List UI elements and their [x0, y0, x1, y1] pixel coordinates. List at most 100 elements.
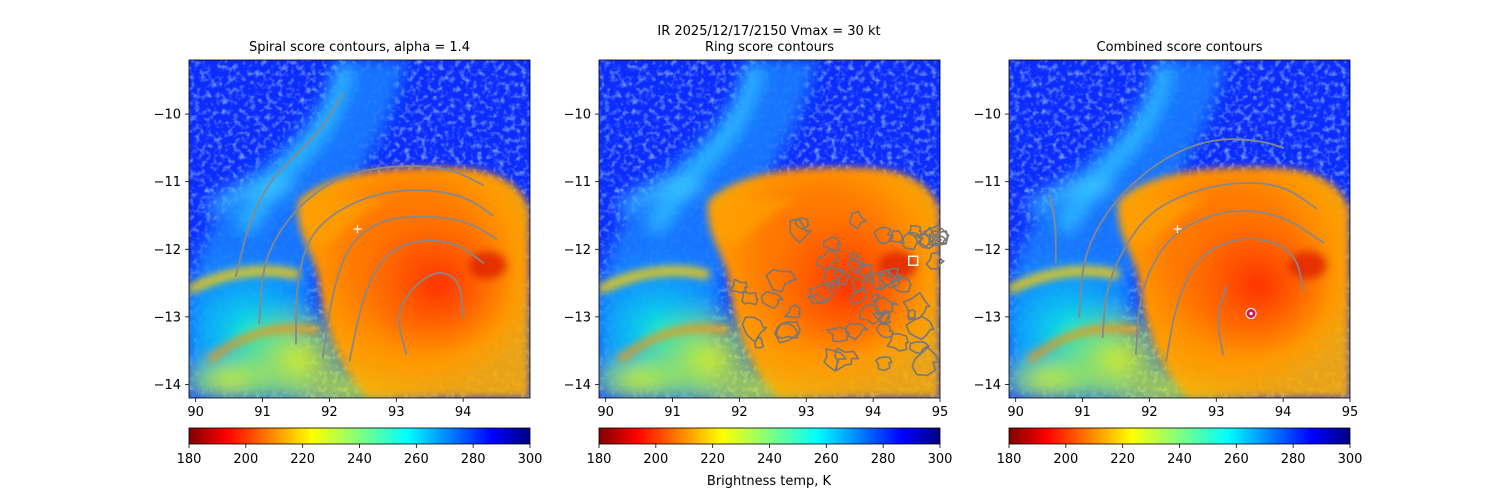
ring-contour [794, 217, 810, 231]
ring-contour [925, 251, 945, 270]
y-tick-label: −10 [564, 108, 591, 123]
y-tick-label: −14 [564, 378, 591, 393]
ring-contour [831, 279, 841, 290]
ring-contour [879, 267, 901, 289]
colorbar-tick-label: 280 [1281, 452, 1306, 467]
panel-spiral-x-axis: 90 91 92 93 94 [187, 398, 471, 420]
ring-contour [878, 269, 898, 289]
ring-contour [851, 277, 865, 293]
x-tick-label: 93 [1208, 405, 1225, 420]
colorbar-tick-label: 200 [1053, 452, 1078, 467]
contour-line [348, 239, 485, 362]
ring-contour [886, 332, 909, 352]
x-tick-label: 92 [731, 405, 748, 420]
colorbar-tick-label: 240 [1167, 452, 1192, 467]
ring-contour [870, 293, 881, 303]
colorbar-label: Brightness temp, K [707, 474, 832, 489]
ring-contour [875, 356, 893, 372]
x-tick-label: 91 [254, 405, 271, 420]
center-marker [908, 255, 919, 266]
colorbar-tick-label: 200 [233, 452, 258, 467]
x-tick-label: 94 [865, 405, 882, 420]
colorbar-tick-label: 180 [587, 452, 612, 467]
ring-contour [888, 230, 905, 244]
ring-contour [849, 251, 861, 261]
colorbar-tick-label: 300 [928, 452, 953, 467]
y-tick-label: −12 [564, 243, 591, 258]
panel-spiral: Spiral score contours, alpha = 1.4 90 91 9… [154, 40, 531, 420]
contour-line [1078, 138, 1284, 318]
ring-contour [891, 276, 912, 293]
colorbar-tick-label: 260 [814, 452, 839, 467]
y-tick-label: −11 [974, 175, 1001, 190]
y-tick-label: −11 [154, 175, 181, 190]
colorbar-tick-label: 260 [1224, 452, 1249, 467]
x-tick-label: 95 [932, 405, 949, 420]
x-tick-label: 90 [597, 405, 614, 420]
colorbar-2: 180 200 220 240 260 280 300 [587, 427, 953, 467]
panel-ring-y-axis: −10 −11 −12 −13 −14 [564, 108, 599, 393]
ring-contour [765, 268, 797, 293]
ring-contour [807, 293, 827, 305]
ring-contour [930, 233, 948, 246]
ring-contour [913, 226, 942, 250]
x-tick-label: 90 [1007, 405, 1024, 420]
panel-combined-y-axis: −10 −11 −12 −13 −14 [974, 108, 1009, 393]
ring-contour [875, 323, 894, 339]
y-tick-label: −12 [154, 243, 181, 258]
ring-contour [729, 278, 748, 294]
y-tick-label: −13 [564, 310, 591, 325]
center-marker [353, 225, 362, 233]
ring-contour [907, 224, 922, 239]
ring-contour [849, 288, 868, 306]
colorbar-tick-label: 280 [871, 452, 896, 467]
y-tick-label: −13 [154, 310, 181, 325]
x-tick-label: 94 [455, 405, 472, 420]
panel-ring: Ring score contours 90 91 92 93 94 95 −10−11−… [564, 40, 950, 420]
contour-line [1165, 238, 1305, 362]
colorbar-tick-label: 300 [518, 452, 543, 467]
colorbar-tick-label: 300 [1338, 452, 1363, 467]
ring-contour [864, 272, 875, 283]
colorbar-tick-label: 220 [290, 452, 315, 467]
panel-ring-x-axis: 90 91 92 93 94 95 [597, 398, 948, 420]
contour-line [398, 272, 464, 355]
x-tick-label: 93 [798, 405, 815, 420]
ring-contour [789, 218, 812, 244]
x-tick-label: 91 [1074, 405, 1091, 420]
y-tick-label: −14 [154, 378, 181, 393]
colorbar-tick-label: 180 [177, 452, 202, 467]
y-tick-label: −10 [974, 108, 1001, 123]
ring-contour [808, 282, 835, 304]
y-tick-label: −13 [974, 310, 1001, 325]
best-marker-dot [1249, 311, 1253, 316]
panel-spiral-title: Spiral score contours, alpha = 1.4 [249, 40, 470, 55]
y-tick-label: −12 [974, 243, 1001, 258]
ring-contour [833, 347, 860, 372]
x-tick-label: 93 [388, 405, 405, 420]
contour-line [1217, 285, 1228, 355]
contour-line [234, 92, 344, 278]
ring-contour [822, 236, 842, 252]
colorbar-tick-label: 280 [461, 452, 486, 467]
ring-contour [873, 296, 899, 316]
panel-combined: Combined score contours 90 91 92 93 94 95 −10… [974, 40, 1359, 420]
contour-line [321, 215, 498, 359]
combined-contours [1048, 138, 1325, 362]
ring-contour [849, 210, 868, 230]
colorbar-tick-label: 240 [347, 452, 372, 467]
panel-combined-title: Combined score contours [1097, 40, 1263, 55]
ring-contour [873, 226, 894, 245]
x-tick-label: 92 [321, 405, 338, 420]
panel-spiral-y-axis: −10 −11 −12 −13 −14 [154, 108, 189, 393]
colorbar-tick-label: 180 [997, 452, 1022, 467]
ring-contour [783, 304, 802, 319]
y-tick-label: −14 [974, 378, 1001, 393]
colorbar-tick-label: 200 [643, 452, 668, 467]
x-tick-label: 92 [1141, 405, 1158, 420]
ring-contour [741, 290, 759, 306]
ring-contour [775, 322, 801, 344]
ring-contour [918, 232, 935, 248]
ring-contour [855, 264, 873, 278]
